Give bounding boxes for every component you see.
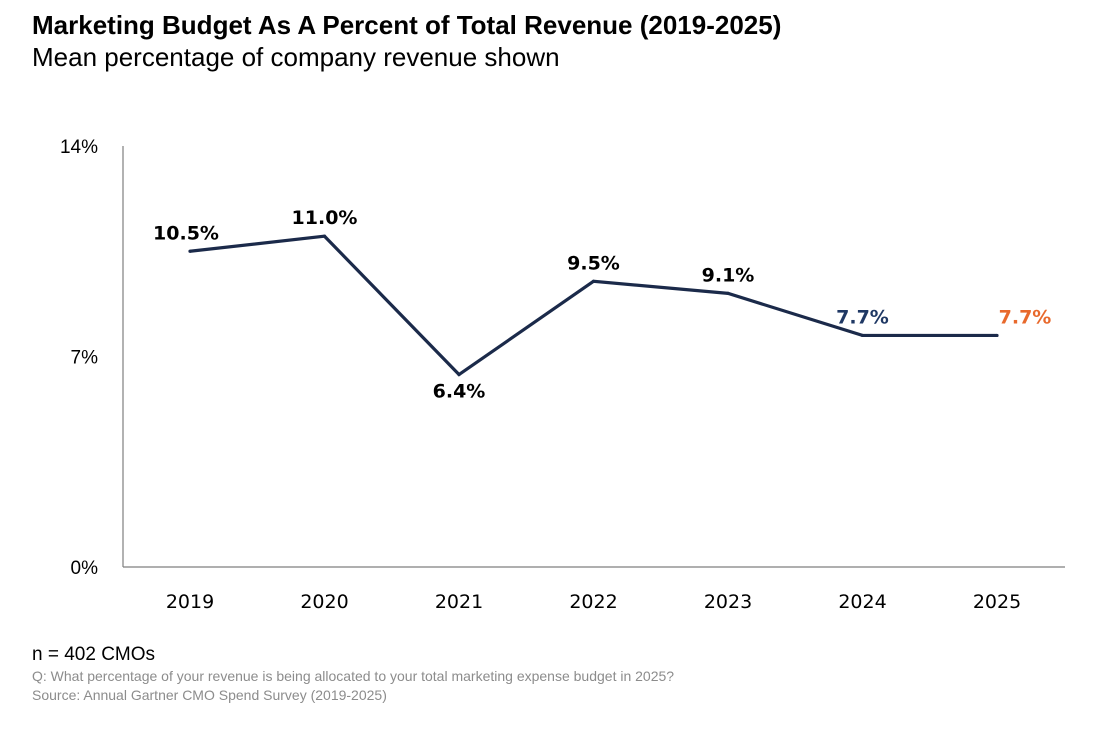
x-tick-label: 2021 (435, 591, 483, 613)
data-label: 9.1% (702, 264, 755, 286)
x-tick-label: 2024 (838, 591, 886, 613)
data-label: 7.7% (836, 306, 889, 328)
data-point (322, 234, 327, 238)
y-tick-label: 7% (71, 348, 99, 369)
y-tick-label: 0% (71, 558, 99, 579)
data-point (995, 333, 999, 338)
x-tick-label: 2022 (569, 591, 617, 613)
survey-question-note: Q: What percentage of your revenue is be… (32, 668, 675, 684)
x-tick-label: 2025 (973, 591, 1021, 613)
data-point (860, 333, 865, 338)
data-point (457, 372, 461, 377)
y-tick-label: 14% (60, 137, 98, 158)
data-label: 11.0% (292, 207, 358, 229)
x-tick-label: 2019 (166, 591, 214, 613)
x-tick-label: 2020 (300, 591, 348, 613)
chart-title: Marketing Budget As A Percent of Total R… (32, 10, 782, 40)
sample-size-note: n = 402 CMOs (32, 644, 156, 665)
x-tick-label: 2023 (704, 591, 752, 613)
data-point (591, 279, 596, 283)
data-point (726, 291, 730, 295)
source-note: Source: Annual Gartner CMO Spend Survey … (32, 687, 387, 703)
data-label: 6.4% (433, 381, 486, 403)
data-label: 10.5% (153, 222, 219, 244)
data-point (188, 249, 192, 253)
data-label: 7.7% (999, 306, 1052, 328)
chart-subtitle: Mean percentage of company revenue shown (32, 42, 560, 72)
data-label: 9.5% (567, 252, 620, 274)
